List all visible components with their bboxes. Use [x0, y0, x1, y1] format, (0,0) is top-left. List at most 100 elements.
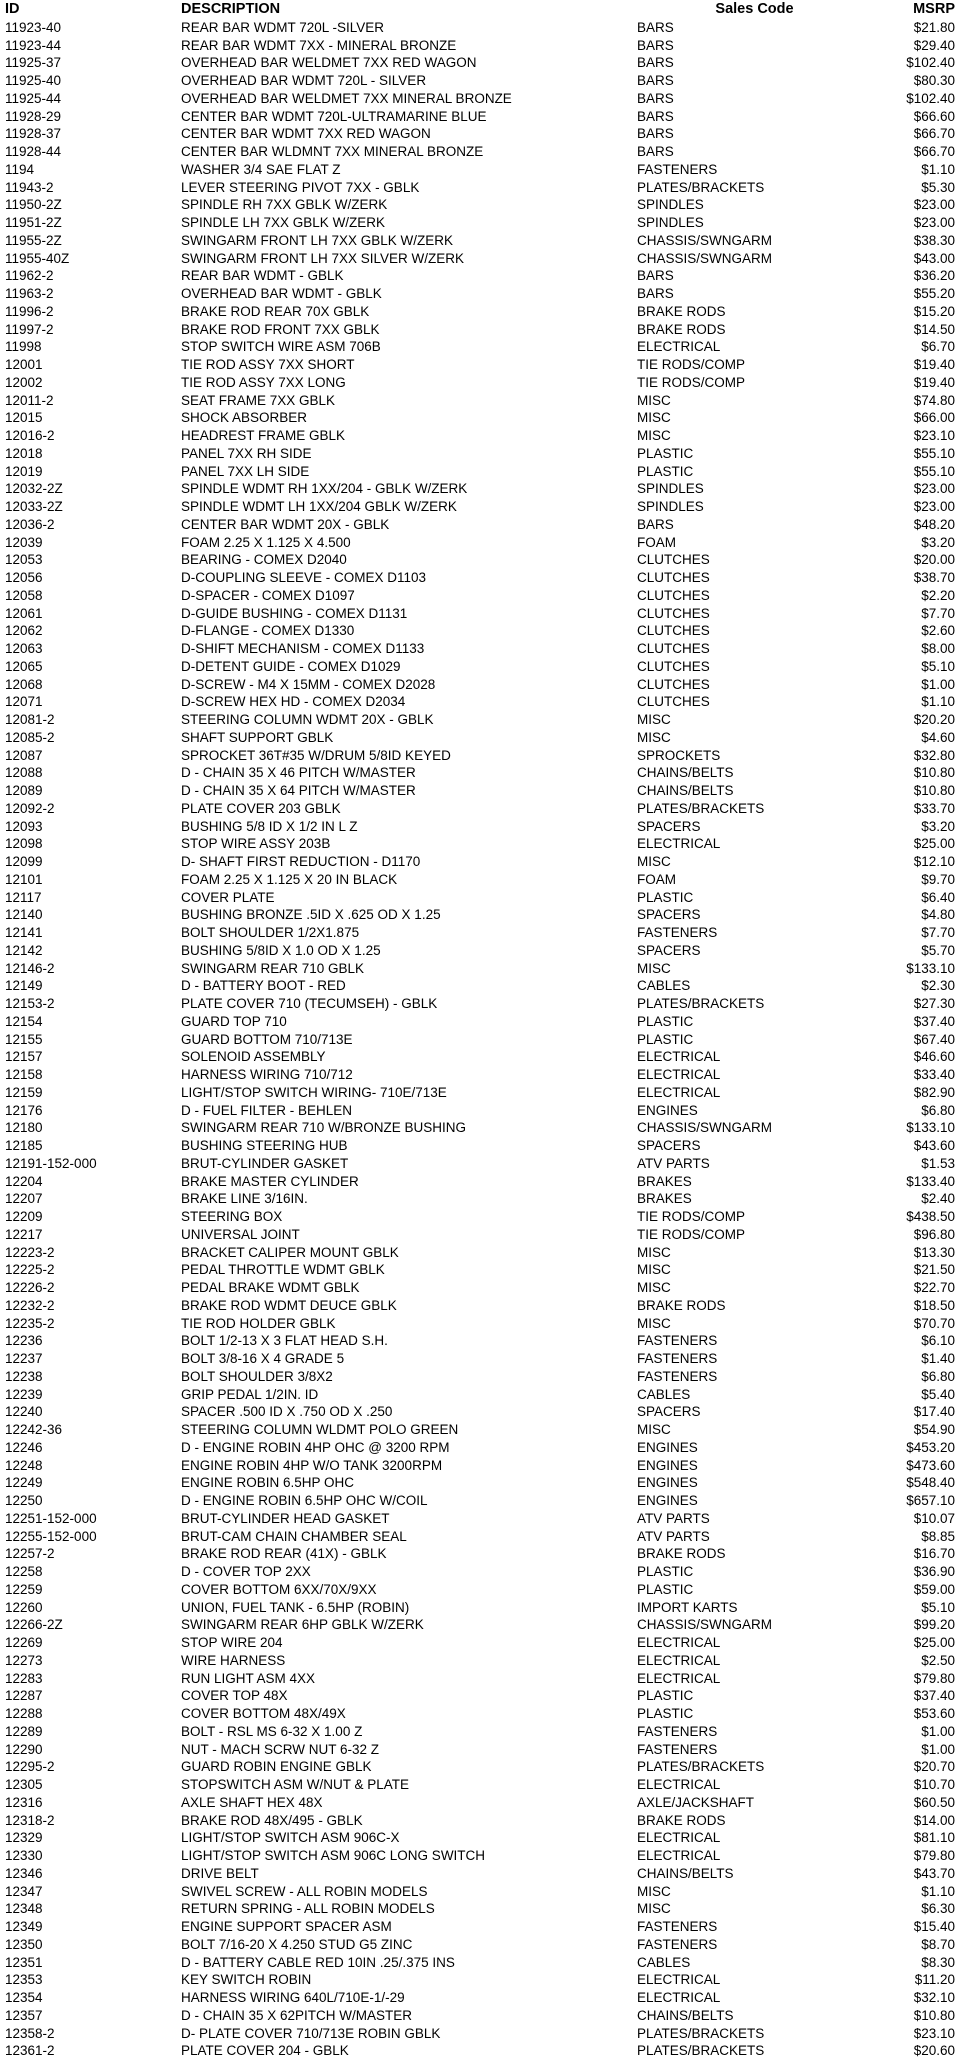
- cell-id: 12092-2: [5, 800, 55, 816]
- table-row: 12002 TIE ROD ASSY 7XX LONG TIE RODS/COM…: [0, 374, 960, 392]
- cell-id: 12056: [5, 570, 43, 585]
- cell-description: AXLE SHAFT HEX 48X: [181, 1794, 323, 1810]
- table-row: 12316 AXLE SHAFT HEX 48X AXLE/JACKSHAFT …: [0, 1794, 960, 1812]
- table-row: 12287 COVER TOP 48X PLASTIC $37.40: [0, 1687, 960, 1705]
- cell-sales-code: CHASSIS/SWNGARM: [637, 250, 773, 266]
- cell-msrp: $66.00: [913, 410, 955, 426]
- cell-sales-code: PLASTIC: [637, 1706, 694, 1721]
- cell-sales-code: MISC: [637, 1315, 671, 1331]
- cell-description: D-DETENT GUIDE - COMEX D1029: [181, 658, 401, 674]
- cell-description: D- PLATE COVER 710/713E ROBIN GBLK: [181, 2025, 441, 2041]
- cell-sales-code: PLATES/BRACKETS: [637, 2025, 765, 2041]
- cell-id: 11925-37: [5, 55, 62, 71]
- cell-msrp: $27.30: [913, 996, 955, 1011]
- cell-description: STOP WIRE 204: [181, 1635, 283, 1650]
- table-row: 12036-2 CENTER BAR WDMT 20X - GBLK BARS …: [0, 516, 960, 534]
- cell-id: 11998: [5, 339, 42, 355]
- cell-msrp: $548.40: [906, 1475, 955, 1491]
- cell-msrp: $2.50: [921, 1652, 955, 1668]
- cell-id: 12155: [5, 1031, 43, 1047]
- cell-msrp: $10.80: [913, 765, 955, 781]
- cell-msrp: $10.07: [913, 1510, 955, 1526]
- cell-id: 11996-2: [5, 303, 54, 319]
- cell-sales-code: ENGINES: [637, 1475, 698, 1491]
- cell-msrp: $20.00: [913, 552, 955, 568]
- cell-msrp: $657.10: [906, 1493, 955, 1508]
- table-row: 12289 BOLT - RSL MS 6-32 X 1.00 Z FASTEN…: [0, 1723, 960, 1741]
- cell-sales-code: FASTENERS: [637, 1351, 718, 1366]
- cell-msrp: $473.60: [906, 1457, 955, 1473]
- table-row: 12269 STOP WIRE 204 ELECTRICAL $25.00: [0, 1634, 960, 1652]
- cell-description: HEADREST FRAME GBLK: [181, 428, 346, 443]
- cell-id: 12033-2Z: [5, 499, 63, 514]
- cell-msrp: $32.10: [913, 1990, 955, 2005]
- cell-id: 12350: [5, 1936, 43, 1952]
- table-row: 12242-36 STEERING COLUMN WLDMT POLO GREE…: [0, 1421, 960, 1439]
- table-row: 11996-2 BRAKE ROD REAR 70X GBLK BRAKE RO…: [0, 303, 960, 321]
- cell-id: 12346: [5, 1865, 43, 1881]
- cell-msrp: $67.40: [913, 1031, 955, 1047]
- table-row: 12288 COVER BOTTOM 48X/49X PLASTIC $53.6…: [0, 1705, 960, 1723]
- cell-id: 12353: [5, 1972, 43, 1988]
- cell-description: D - ENGINE ROBIN 4HP OHC @ 3200 RPM: [181, 1439, 450, 1455]
- cell-msrp: $9.70: [921, 871, 955, 887]
- cell-sales-code: ELECTRICAL: [637, 1067, 721, 1082]
- table-row: 12061 D-GUIDE BUSHING - COMEX D1131 CLUT…: [0, 605, 960, 623]
- table-row: 12081-2 STEERING COLUMN WDMT 20X - GBLK …: [0, 711, 960, 729]
- cell-description: D - FUEL FILTER - BEHLEN: [181, 1102, 353, 1118]
- table-row: 12350 BOLT 7/16-20 X 4.250 STUD G5 ZINC …: [0, 1936, 960, 1954]
- cell-description: D-SPACER - COMEX D1097: [181, 587, 355, 603]
- cell-sales-code: MISC: [637, 960, 671, 976]
- table-row: 12283 RUN LIGHT ASM 4XX ELECTRICAL $79.8…: [0, 1670, 960, 1688]
- cell-msrp: $15.20: [913, 303, 955, 319]
- cell-id: 12251-152-000: [5, 1510, 97, 1526]
- cell-id: 12235-2: [5, 1315, 55, 1331]
- cell-sales-code: TIE RODS/COMP: [637, 374, 746, 390]
- cell-description: HARNESS WIRING 640L/710E-1/-29: [181, 1990, 405, 2005]
- table-row: 12158 HARNESS WIRING 710/712 ELECTRICAL …: [0, 1066, 960, 1084]
- cell-id: 12015: [5, 410, 43, 426]
- cell-sales-code: CLUTCHES: [637, 694, 710, 710]
- table-row: 12065 D-DETENT GUIDE - COMEX D1029 CLUTC…: [0, 658, 960, 676]
- table-row: 12357 D - CHAIN 35 X 62PITCH W/MASTER CH…: [0, 2007, 960, 2025]
- cell-msrp: $79.80: [913, 1848, 955, 1863]
- cell-id: 12257-2: [5, 1546, 55, 1562]
- cell-sales-code: SPINDLES: [637, 215, 704, 230]
- cell-sales-code: SPACERS: [637, 1404, 701, 1420]
- table-row: 11925-37 OVERHEAD BAR WELDMET 7XX RED WA…: [0, 54, 960, 72]
- cell-sales-code: SPACERS: [637, 1138, 701, 1153]
- cell-sales-code: ATV PARTS: [637, 1528, 710, 1544]
- cell-msrp: $80.30: [913, 73, 955, 88]
- cell-sales-code: FASTENERS: [637, 1333, 718, 1349]
- cell-msrp: $6.30: [921, 1901, 955, 1917]
- cell-id: 12001: [5, 357, 43, 372]
- cell-description: GUARD BOTTOM 710/713E: [181, 1031, 353, 1047]
- cell-sales-code: FASTENERS: [637, 1368, 718, 1384]
- cell-sales-code: PLATES/BRACKETS: [637, 2043, 765, 2059]
- cell-msrp: $33.40: [913, 1067, 955, 1082]
- table-row: 12101 FOAM 2.25 X 1.125 X 20 IN BLACK FO…: [0, 871, 960, 889]
- cell-sales-code: MISC: [637, 1244, 671, 1260]
- cell-sales-code: CLUTCHES: [637, 605, 710, 621]
- cell-sales-code: BARS: [637, 37, 674, 53]
- cell-description: LIGHT/STOP SWITCH ASM 906C LONG SWITCH: [181, 1848, 486, 1863]
- cell-sales-code: FASTENERS: [637, 1723, 718, 1739]
- table-row: 11997-2 BRAKE ROD FRONT 7XX GBLK BRAKE R…: [0, 321, 960, 339]
- cell-msrp: $81.10: [913, 1830, 955, 1846]
- cell-id: 12316: [5, 1794, 43, 1810]
- cell-msrp: $55.20: [913, 286, 955, 301]
- cell-description: OVERHEAD BAR WELDMET 7XX RED WAGON: [181, 55, 477, 71]
- table-row: 12033-2Z SPINDLE WDMT LH 1XX/204 GBLK W/…: [0, 498, 960, 516]
- cell-description: SWINGARM REAR 710 GBLK: [181, 960, 365, 976]
- cell-sales-code: ELECTRICAL: [637, 1848, 721, 1863]
- cell-description: PANEL 7XX LH SIDE: [181, 463, 310, 479]
- cell-description: COVER BOTTOM 48X/49X: [181, 1706, 346, 1721]
- table-row: 12071 D-SCREW HEX HD - COMEX D2034 CLUTC…: [0, 693, 960, 711]
- cell-id: 12089: [5, 783, 43, 798]
- cell-description: PANEL 7XX RH SIDE: [181, 445, 312, 461]
- cell-msrp: $438.50: [906, 1209, 955, 1224]
- table-row: 12237 BOLT 3/8-16 X 4 GRADE 5 FASTENERS …: [0, 1350, 960, 1368]
- cell-sales-code: BRAKE RODS: [637, 1546, 726, 1562]
- cell-id: 12246: [5, 1439, 43, 1455]
- cell-description: D - COVER TOP 2XX: [181, 1564, 311, 1579]
